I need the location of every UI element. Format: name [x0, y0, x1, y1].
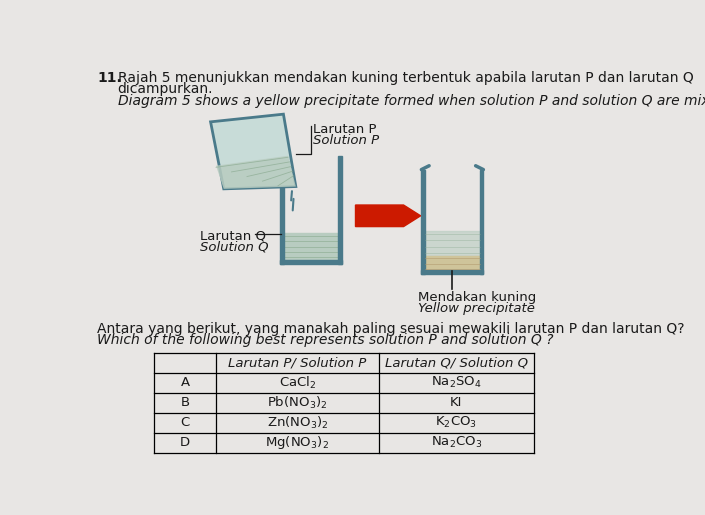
Text: C: C: [180, 417, 190, 430]
Text: KI: KI: [450, 397, 462, 409]
Text: Diagram 5 shows a yellow precipitate formed when solution P and solution Q are m: Diagram 5 shows a yellow precipitate for…: [118, 94, 705, 108]
Text: Na$_2$CO$_3$: Na$_2$CO$_3$: [431, 435, 482, 451]
Text: Larutan Q/ Solution Q: Larutan Q/ Solution Q: [385, 356, 528, 369]
Bar: [284, 233, 338, 260]
Text: Rajah 5 menunjukkan mendakan kuning terbentuk apabila larutan P dan larutan Q: Rajah 5 menunjukkan mendakan kuning terb…: [118, 71, 693, 85]
Text: A: A: [180, 376, 190, 389]
Polygon shape: [211, 114, 296, 189]
Text: Solution Q: Solution Q: [200, 241, 269, 253]
Polygon shape: [216, 156, 296, 189]
Text: Larutan P: Larutan P: [313, 124, 376, 136]
Text: Antara yang berikut, yang manakah paling sesuai mewakili larutan P dan larutan Q: Antara yang berikut, yang manakah paling…: [97, 322, 685, 336]
Bar: [281, 156, 284, 264]
Text: Mendakan kuning: Mendakan kuning: [417, 291, 536, 304]
Text: D: D: [180, 436, 190, 450]
Text: Larutan Q: Larutan Q: [200, 230, 266, 243]
Text: Zn(NO$_3$)$_2$: Zn(NO$_3$)$_2$: [266, 415, 328, 431]
Bar: [479, 169, 484, 273]
Text: Which of the following best represents solution P and solution Q ?: Which of the following best represents s…: [97, 333, 554, 347]
Text: dicampurkan.: dicampurkan.: [118, 82, 213, 96]
FancyArrow shape: [355, 205, 421, 227]
Text: Yellow precipitate: Yellow precipitate: [417, 302, 534, 315]
Bar: [422, 169, 425, 273]
Text: Solution P: Solution P: [313, 134, 379, 147]
Bar: [338, 156, 343, 264]
Text: Na$_2$SO$_4$: Na$_2$SO$_4$: [431, 375, 482, 390]
Text: Pb(NO$_3$)$_2$: Pb(NO$_3$)$_2$: [267, 395, 328, 411]
Bar: [281, 260, 343, 264]
Text: Mg(NO$_3$)$_2$: Mg(NO$_3$)$_2$: [265, 435, 329, 452]
Bar: [425, 256, 479, 270]
Text: K$_2$CO$_3$: K$_2$CO$_3$: [435, 416, 477, 431]
Text: 11.: 11.: [97, 71, 122, 85]
Bar: [425, 231, 479, 256]
Text: Larutan P/ Solution P: Larutan P/ Solution P: [228, 356, 367, 369]
Text: CaCl$_2$: CaCl$_2$: [278, 375, 316, 391]
Bar: [422, 270, 484, 273]
Text: B: B: [180, 397, 190, 409]
